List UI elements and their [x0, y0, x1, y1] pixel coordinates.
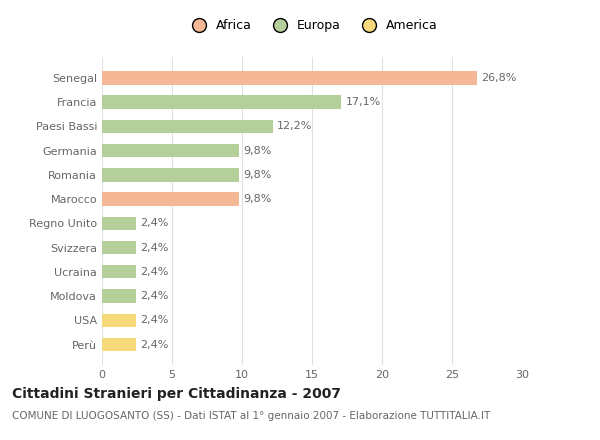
- Text: 2,4%: 2,4%: [140, 315, 168, 325]
- Text: 9,8%: 9,8%: [244, 146, 272, 156]
- Bar: [102, 265, 136, 279]
- Text: 9,8%: 9,8%: [244, 194, 272, 204]
- Text: 2,4%: 2,4%: [140, 291, 168, 301]
- Bar: [102, 168, 239, 182]
- Bar: [102, 95, 341, 109]
- Text: 26,8%: 26,8%: [481, 73, 517, 83]
- Text: Cittadini Stranieri per Cittadinanza - 2007: Cittadini Stranieri per Cittadinanza - 2…: [12, 387, 341, 401]
- Bar: [102, 216, 136, 230]
- Bar: [102, 192, 239, 206]
- Bar: [102, 314, 136, 327]
- Bar: [102, 290, 136, 303]
- Text: 2,4%: 2,4%: [140, 267, 168, 277]
- Bar: [102, 144, 239, 157]
- Text: 2,4%: 2,4%: [140, 242, 168, 253]
- Text: 12,2%: 12,2%: [277, 121, 313, 132]
- Bar: [102, 71, 477, 84]
- Text: 2,4%: 2,4%: [140, 218, 168, 228]
- Legend: Africa, Europa, America: Africa, Europa, America: [181, 14, 443, 37]
- Text: 17,1%: 17,1%: [346, 97, 381, 107]
- Bar: [102, 241, 136, 254]
- Bar: [102, 120, 273, 133]
- Bar: [102, 338, 136, 351]
- Text: 2,4%: 2,4%: [140, 340, 168, 349]
- Text: 9,8%: 9,8%: [244, 170, 272, 180]
- Text: COMUNE DI LUOGOSANTO (SS) - Dati ISTAT al 1° gennaio 2007 - Elaborazione TUTTITA: COMUNE DI LUOGOSANTO (SS) - Dati ISTAT a…: [12, 411, 490, 422]
